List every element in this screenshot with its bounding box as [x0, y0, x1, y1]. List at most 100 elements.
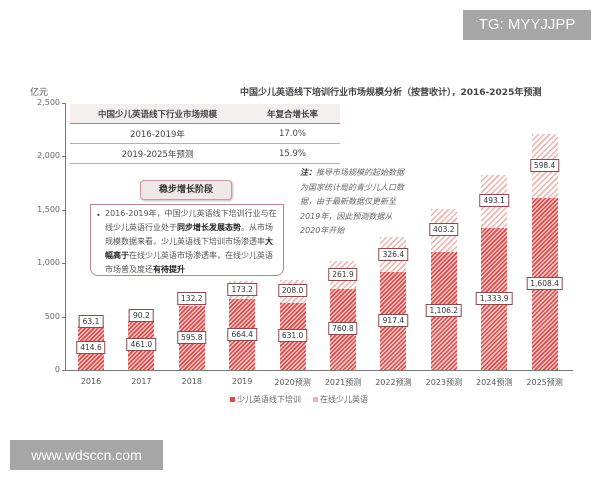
x-tick-label: 2022预测 [375, 378, 412, 387]
value-label: 414.6 [76, 340, 106, 354]
value-label: 1,608.4 [526, 277, 563, 291]
annotation-text: 2016-2019年，中国少儿英语线下培训行业与在线少儿英语行业处于 [105, 209, 277, 232]
bar-2017: 461.0 90.2 [126, 308, 157, 370]
bar-segment-offline: 1,106.2 [425, 251, 463, 370]
annotation-text: 在线少儿英语市场渗透率，在线少儿英语市场普及度还 [105, 251, 273, 274]
bullet-icon: • [96, 211, 101, 220]
cagr-cell: 15.9% [278, 148, 306, 159]
y-tick-label: 0 [54, 365, 60, 374]
value-label: 760.8 [328, 322, 358, 336]
value-label: 598.4 [529, 159, 560, 173]
y-tick-label: 2,500 [37, 98, 60, 107]
value-label: 1,106.2 [425, 303, 463, 317]
bar-2025预测: 1,608.4 598.4 [526, 134, 563, 370]
bar-segment-offline: 664.4 [227, 299, 257, 370]
bar-segment-online: 90.2 [128, 308, 155, 322]
value-label: 461.0 [126, 338, 157, 352]
period-cell: 2019-2025年预测 [121, 149, 194, 160]
chart-title: 中国少儿英语线下培训行业市场规模分析（按营收计），2016-2025年预测 [240, 88, 542, 98]
y-axis [65, 103, 66, 370]
footnote-text: 推导市场规模的起始数据为国家统计局的青少儿人口数据，由于最新数据仅更新至2019… [300, 168, 404, 235]
table-row: 2016-2019年 17.0% [70, 124, 340, 144]
bar-segment-offline: 1,608.4 [526, 198, 563, 370]
value-label: 917.4 [378, 314, 409, 327]
x-tick-label: 2017 [131, 377, 152, 386]
y-tick-mark [62, 209, 66, 211]
legend-swatch-icon [230, 397, 235, 402]
y-tick-label: 2,000 [37, 151, 60, 161]
bar-segment-online: 261.9 [328, 260, 358, 289]
legend-item-offline: 少儿英语线下培训 [230, 394, 301, 405]
period-cell: 2016-2019年 [130, 129, 185, 140]
cagr-table: 中国少儿英语线下行业市场规模 年复合增长率 2016-2019年 17.0% 2… [70, 104, 340, 164]
table-row: 2019-2025年预测 15.9% [70, 144, 340, 164]
annotation-bold: 大幅高于 [105, 237, 273, 260]
annotation-text: 。从市场规模数据来看，少儿英语线下培训市场渗透率 [105, 223, 273, 246]
header-market: 中国少儿英语线下行业市场规模 [97, 109, 217, 120]
bar-segment-offline: 631.0 [277, 302, 308, 370]
bar-segment-online: 132.2 [177, 292, 207, 307]
legend-item-online: 在线少儿英语 [313, 394, 368, 405]
bar-2020预测: 631.0 208.0 [277, 280, 308, 370]
annotation-bold: 同步增长发展态势 [177, 223, 241, 232]
footnote: 注：推导市场规模的起始数据为国家统计局的青少儿人口数据，由于最新数据仅更新至20… [300, 166, 410, 239]
bar-2019: 664.4 173.2 [227, 280, 257, 370]
y-axis-unit: 亿元 [30, 88, 49, 98]
bar-2024预测: 1,333.9 493.1 [475, 174, 513, 370]
value-label: 261.9 [328, 267, 358, 281]
bar-segment-online: 208.0 [277, 280, 308, 303]
phase-label: 稳步增长阶段 [140, 180, 232, 200]
bar-segment-offline: 917.4 [378, 272, 409, 370]
header-cagr: 年复合增长率 [266, 109, 318, 120]
bar-segment-online: 326.4 [378, 237, 409, 273]
x-tick-label: 2024预测 [476, 378, 513, 387]
value-label: 1,333.9 [475, 291, 513, 305]
y-tick-label: 1,500 [37, 204, 60, 214]
y-tick-mark [62, 370, 66, 371]
y-tick-label: 500 [44, 311, 60, 321]
value-label: 90.2 [129, 308, 154, 322]
legend: 少儿英语线下培训 在线少儿英语 [230, 394, 368, 405]
bar-segment-offline: 760.8 [328, 288, 358, 370]
bar-segment-offline: 595.8 [177, 306, 207, 370]
x-tick-label: 2023预测 [425, 378, 462, 387]
legend-label: 在线少儿英语 [320, 395, 368, 404]
bar-2022预测: 917.4 326.4 [378, 237, 409, 370]
bar-segment-offline: 1,333.9 [475, 227, 513, 370]
value-label: 631.0 [277, 329, 308, 343]
bar-segment-online: 598.4 [529, 134, 560, 199]
y-tick-label: 1,000 [37, 258, 60, 268]
watermark-top: TG: MYYJJPP [463, 10, 591, 40]
y-tick-mark [62, 263, 66, 265]
x-tick-label: 2019 [232, 377, 253, 386]
value-label: 595.8 [177, 331, 207, 345]
bar-segment-offline: 461.0 [126, 320, 157, 370]
x-tick-label: 2020预测 [274, 378, 311, 387]
watermark-bottom: www.wdsccn.com [10, 440, 163, 470]
value-label: 208.0 [277, 284, 308, 298]
legend-swatch-icon [313, 397, 318, 402]
annotation-bold: 有待提升 [153, 265, 185, 274]
bar-segment-online: 403.2 [429, 208, 459, 252]
value-label: 63.1 [78, 315, 104, 329]
bar-segment-offline: 414.6 [76, 325, 106, 370]
x-tick-label: 2016 [80, 377, 102, 386]
x-tick-label: 2025预测 [526, 378, 563, 387]
value-label: 132.2 [177, 292, 207, 306]
legend-label: 少儿英语线下培训 [237, 395, 301, 404]
y-tick-mark [62, 156, 66, 158]
bar-segment-online: 63.1 [78, 315, 104, 329]
bar-segment-online: 493.1 [479, 174, 509, 228]
footnote-label: 注： [300, 168, 316, 177]
value-label: 173.2 [227, 282, 257, 296]
bar-2016: 414.6 63.1 [76, 315, 106, 370]
cagr-table-header: 中国少儿英语线下行业市场规模 年复合增长率 [70, 104, 340, 124]
cagr-cell: 17.0% [278, 128, 306, 139]
annotation-box: • 2016-2019年，中国少儿英语线下培训行业与在线少儿英语行业处于同步增长… [90, 204, 284, 276]
x-tick-label: 2018 [181, 377, 202, 386]
x-axis [65, 370, 573, 371]
y-tick-mark [62, 316, 66, 318]
bar-2023预测: 1,106.2 403.2 [425, 208, 463, 370]
value-label: 326.4 [378, 247, 409, 261]
value-label: 493.1 [479, 194, 509, 208]
